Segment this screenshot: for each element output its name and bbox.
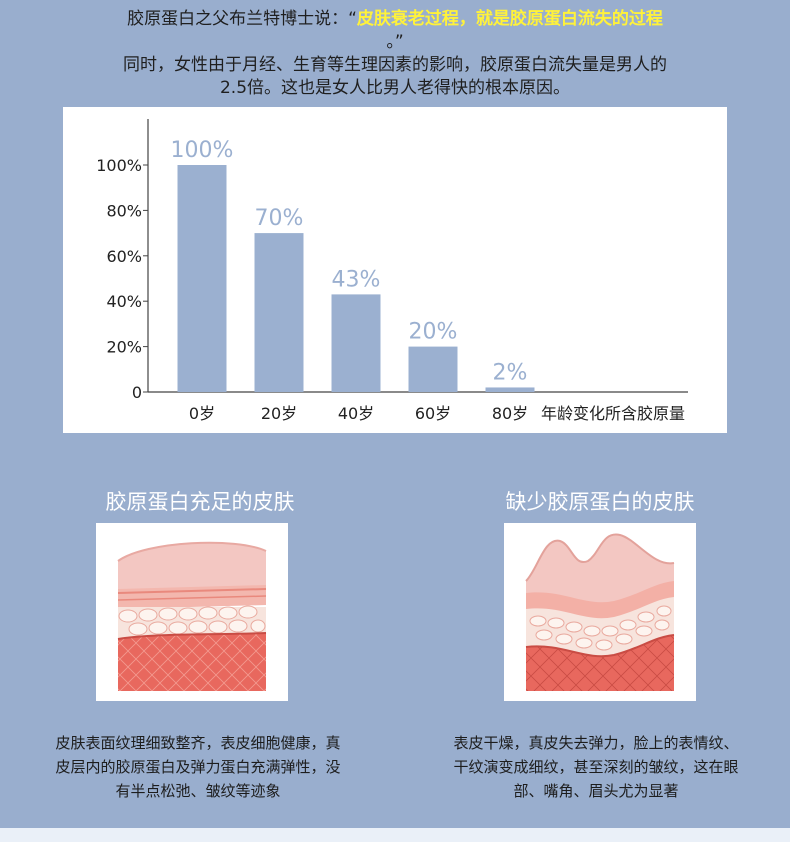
healthy-skin-illustration [96,523,288,701]
y-tick-label: 0 [132,383,142,402]
intro-text: 胶原蛋白之父布兰特博士说：“皮肤衰老过程，就是胶原蛋白流失的过程 。” 同时，女… [20,8,770,100]
chart-bar [485,387,535,392]
x-category-label: 40岁 [338,404,374,423]
x-category-label: 0岁 [189,404,215,423]
y-tick-label: 80% [106,201,142,220]
right-desc-line-1: 表皮干燥，真皮失去弹力，脸上的表情纹、 [453,734,739,752]
x-category-label: 60岁 [415,404,451,423]
right-desc-line-3: 部、嘴角、眉头尤为显著 [513,782,679,800]
bar-value-label: 2% [493,360,528,385]
x-category-label: 20岁 [261,404,297,423]
bar-value-label: 43% [332,267,381,292]
bottom-divider [0,828,790,842]
intro-line-3: 2.5倍。这也是女人比男人老得快的根本原因。 [219,78,571,98]
left-panel-title: 胶原蛋白充足的皮肤 [105,490,295,514]
left-desc-line-2: 皮层内的胶原蛋白及弹力蛋白充满弹性，没 [55,758,341,776]
left-desc-line-1: 皮肤表面纹理细致整齐，表皮细胞健康，真 [55,734,341,752]
collagen-bar-chart: 0 20% 40% 60% 80% 100% 100% 0岁 70% 20岁 43% 40岁 20% 60… [96,119,688,423]
y-tick-label: 20% [106,338,142,357]
right-desc-line-2: 干纹演变成细纹，甚至深刻的皱纹，这在眼 [453,758,739,776]
chart-bar [254,233,304,392]
aging-skin-illustration [504,523,696,701]
x-category-label: 80岁 [492,404,528,423]
intro-line-1-suffix: 。” [386,32,404,52]
right-panel-description: 表皮干燥，真皮失去弹力，脸上的表情纹、 干纹演变成细纹，甚至深刻的皱纹，这在眼 … [418,731,774,803]
intro-line-1: 胶原蛋白之父布兰特博士说：“皮肤衰老过程，就是胶原蛋白流失的过程 。” [20,8,770,54]
bar-value-label: 70% [255,206,304,231]
y-tick-label: 60% [106,247,142,266]
chart-bar [408,346,458,392]
right-panel-title: 缺少胶原蛋白的皮肤 [505,490,695,514]
bar-value-label: 20% [409,320,458,345]
left-desc-line-3: 有半点松弛、皱纹等迹象 [115,782,281,800]
intro-line-2: 同时，女性由于月经、生育等生理因素的影响，胶原蛋白流失量是男人的 [123,55,667,75]
intro-line-1-prefix: 胶原蛋白之父布兰特博士说：“ [127,9,357,29]
x-axis-title: 年龄变化所含胶原量 [541,404,685,423]
intro-highlight: 皮肤衰老过程，就是胶原蛋白流失的过程 [356,9,663,29]
y-tick-label: 40% [106,292,142,311]
chart-bar [177,165,227,392]
collagen-chart-card: 0 20% 40% 60% 80% 100% 100% 0岁 70% 20岁 43% 40岁 20% 60… [63,107,727,433]
chart-bar [331,294,381,392]
left-panel-description: 皮肤表面纹理细致整齐，表皮细胞健康，真 皮层内的胶原蛋白及弹力蛋白充满弹性，没 … [20,731,376,803]
y-tick-label: 100% [96,156,142,175]
bar-value-label: 100% [171,138,234,163]
